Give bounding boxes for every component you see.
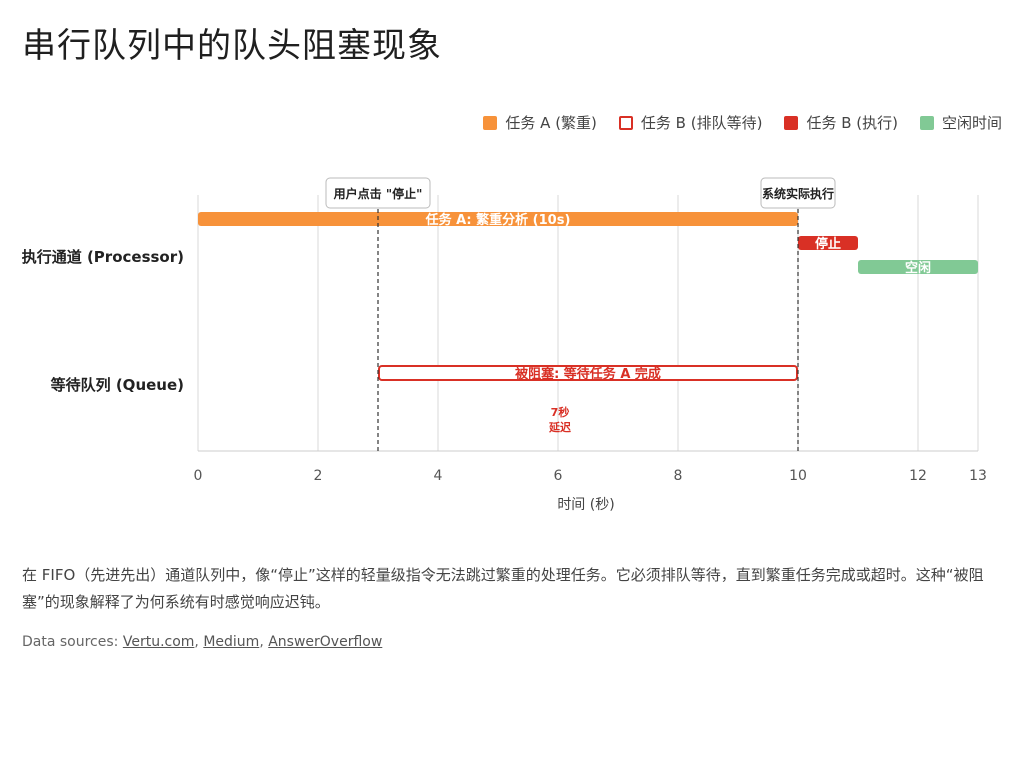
legend-label: 任务 B (执行) [806,114,898,132]
source-link-medium[interactable]: Medium [203,634,260,650]
x-tick-label: 4 [434,468,443,484]
x-tick-label: 8 [674,468,683,484]
marker-label-box [325,177,431,209]
source-link-answeroverflow[interactable]: AnswerOverflow [268,634,383,650]
annotation-text: 7秒 [551,405,570,419]
legend-swatch [919,115,934,130]
legend-swatch [483,115,498,130]
legend-item: 任务 B (排队等待) [618,112,763,133]
gantt-bar [858,260,978,274]
row-label: 执行通道 (Processor) [22,248,184,266]
legend-label: 任务 B (排队等待) [640,114,763,132]
x-tick-label: 12 [909,468,927,484]
gantt-bar-label: 停止 [815,236,841,252]
annotation-text: 延迟 [548,420,571,434]
x-tick-label: 0 [194,468,203,484]
legend-label: 空闲时间 [941,114,1002,132]
legend-item: 空闲时间 [919,112,1002,133]
x-tick-label: 10 [789,468,807,484]
x-axis-label: 时间 (秒) [557,497,614,513]
legend-label: 任务 A (繁重) [505,114,597,132]
legend-swatch [784,115,799,130]
gantt-bar [798,236,858,250]
data-sources: Data sources: Vertu.com, Medium, AnswerO… [22,634,383,650]
sources-prefix: Data sources: [22,634,123,650]
marker-label-box [760,177,836,209]
gantt-bar-label: 空闲 [905,260,931,276]
gantt-bar-label: 被阻塞: 等待任务 A 完成 [514,366,661,382]
chart-legend: 任务 A (繁重) 任务 B (排队等待) 任务 B (执行) 空闲时间 [483,112,1002,133]
marker-label: 系统实际执行 [762,186,834,201]
legend-item: 任务 B (执行) [784,112,898,133]
x-tick-label: 13 [969,468,987,484]
gantt-bar [198,212,798,226]
legend-item: 任务 A (繁重) [483,112,597,133]
legend-swatch [618,115,633,130]
x-tick-label: 6 [554,468,563,484]
x-tick-label: 2 [314,468,323,484]
gantt-bar-label: 任务 A: 繁重分析 (10s) [425,212,571,228]
row-label: 等待队列 (Queue) [51,376,184,394]
page-title: 串行队列中的队头阻塞现象 [22,26,442,66]
source-link-vertu[interactable]: Vertu.com [122,634,195,650]
chart-description: 在 FIFO（先进先出）通道队列中，像“停止”这样的轻量级指令无法跳过繁重的处理… [22,566,984,611]
gantt-bar [378,365,798,381]
marker-label: 用户点击 "停止" [333,186,423,201]
gantt-chart: 0 2 4 6 8 10 12 13 时间 (秒) 执行通道 (Processor) 等待队列 (Q… [22,177,987,513]
